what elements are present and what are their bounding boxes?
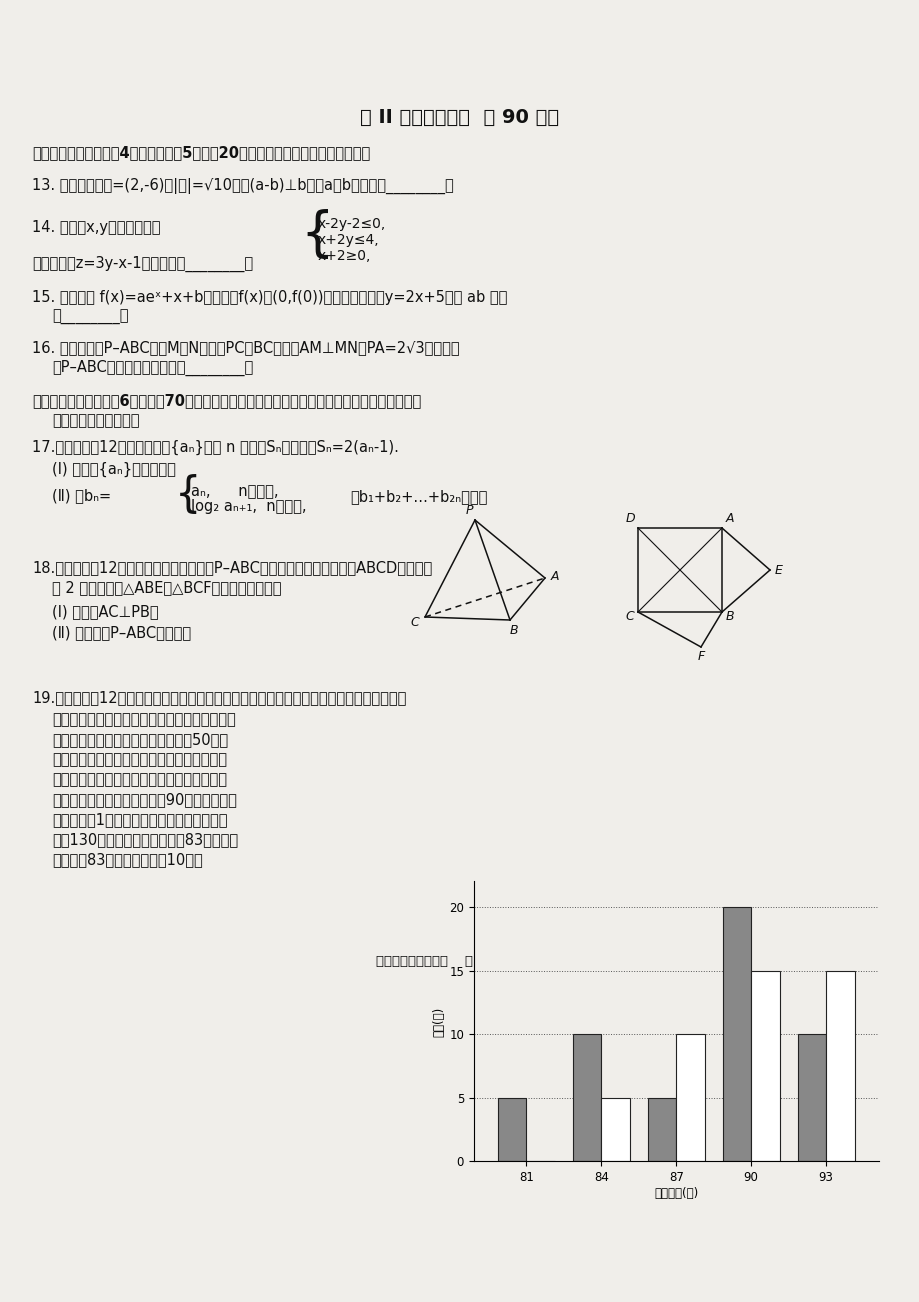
Text: 三、解答题：本大题共6小题，內70分．解答应写出文字说明、证明过程或演算步骤．解答写在答: 三、解答题：本大题共6小题，內70分．解答应写出文字说明、证明过程或演算步骤．解… [32, 393, 421, 408]
Text: A: A [725, 513, 733, 526]
X-axis label: 销售数量(件): 销售数量(件) [653, 1187, 698, 1200]
Text: (Ⅱ) 求三棱锥P–ABC的体积．: (Ⅱ) 求三棱锥P–ABC的体积． [52, 625, 191, 641]
Text: P: P [465, 504, 472, 517]
Text: 16. 在正三棱锥P–ABC中，M、N分别是PC、BC中点，AM⊥MN，PA=2√3，则三棱: 16. 在正三棱锥P–ABC中，M、N分别是PC、BC中点，AM⊥MN，PA=2… [32, 340, 460, 355]
Text: 15. 已知函数 f(x)=aeˣ+x+b，若函数f(x)在(0,f(0))处的切线方程为y=2x+5，则 ab 的值: 15. 已知函数 f(x)=aeˣ+x+b，若函数f(x)在(0,f(0))处的… [32, 290, 506, 305]
Text: (Ⅰ) 求证：AC⊥PB；: (Ⅰ) 求证：AC⊥PB； [52, 604, 158, 618]
Text: D: D [625, 513, 634, 526]
Text: 公司的商品，从销售数据中随机各抩50天，: 公司的商品，从销售数据中随机各抩50天， [52, 732, 228, 747]
Text: 18.（本小题满12分）如下图，已知三棱锥P–ABC的平面展开图中，四边形ABCD为边长等: 18.（本小题满12分）如下图，已知三棱锥P–ABC的平面展开图中，四边形ABC… [32, 560, 432, 575]
Text: {: { [175, 474, 201, 516]
Text: 成，超过83件的部分每件提10元．: 成，超过83件的部分每件提10元． [52, 852, 202, 867]
Bar [750, 970, 778, 1161]
Text: 14. 设变量x,y满足约束条件: 14. 设变量x,y满足约束条件 [32, 220, 160, 234]
Text: E: E [774, 564, 782, 577]
Bar [647, 1098, 675, 1161]
Text: 形图．甲乙两家公司给超市的日利润方案为：: 形图．甲乙两家公司给超市的日利润方案为： [52, 772, 227, 786]
Text: {: { [300, 210, 334, 260]
Text: A: A [550, 569, 559, 582]
Text: 于 2 的正方形，△ABE和△BCF均为等边三角形．: 于 2 的正方形，△ABE和△BCF均为等边三角形． [52, 579, 281, 595]
Text: 甲公司给超市每天基本费用为90元，另外每销: 甲公司给超市每天基本费用为90元，另外每销 [52, 792, 236, 807]
Y-axis label: 频数(天): 频数(天) [432, 1006, 445, 1036]
Text: F: F [697, 651, 704, 664]
Text: (Ⅱ) 若bₙ=: (Ⅱ) 若bₙ= [52, 488, 111, 503]
Text: C: C [625, 611, 634, 624]
Text: 生活用品．经过一段时间分别单独试销甲乙两家: 生活用品．经过一段时间分别单独试销甲乙两家 [52, 712, 235, 727]
Text: 题卡上的指定区域内．: 题卡上的指定区域内． [52, 413, 140, 428]
Text: 为________．: 为________． [52, 310, 129, 326]
Text: 13. 已知向量Ｄａ=(2,-6)，|ｂ|=√10，且(a-b)⊥b，则a与b的夹角为________．: 13. 已知向量Ｄａ=(2,-6)，|ｂ|=√10，且(a-b)⊥b，则a与b的… [32, 178, 453, 194]
Text: 锥P–ABC的外接球的表面积为________．: 锥P–ABC的外接球的表面积为________． [52, 359, 253, 376]
Text: aₙ,      n为奇数,: aₙ, n为奇数, [191, 484, 278, 499]
Text: 17.（本小题满12分）已知数列{aₙ}的前 n 项和为Sₙ，且满足Sₙ=2(aₙ-1).: 17.（本小题满12分）已知数列{aₙ}的前 n 项和为Sₙ，且满足Sₙ=2(a… [32, 440, 399, 456]
Text: C: C [410, 616, 419, 629]
Text: 19.（本小题满12分）某生活超市有一专柜预代理销售甲乙两家公司的一种可相互替代的日常: 19.（本小题满12分）某生活超市有一专柜预代理销售甲乙两家公司的一种可相互替代… [32, 690, 406, 704]
Text: 则目标函数z=3y-x-1的最小值是________．: 则目标函数z=3y-x-1的最小值是________． [32, 256, 253, 272]
Text: 用为130元，每日销售数量不超83件没有提: 用为130元，每日销售数量不超83件没有提 [52, 832, 238, 848]
Text: 《高三文科数学试卷    第 3 页·共 4 页》: 《高三文科数学试卷 第 3 页·共 4 页》 [376, 954, 543, 967]
Bar [497, 1098, 526, 1161]
Text: x+2≥0,: x+2≥0, [318, 249, 371, 263]
Text: B: B [509, 624, 517, 637]
Text: x+2y≤4,: x+2y≤4, [318, 233, 380, 247]
Bar [797, 1034, 825, 1161]
Text: B: B [725, 611, 733, 624]
Bar [722, 907, 750, 1161]
Text: 求b₁+b₂+…+b₂ₙ的值．: 求b₁+b₂+…+b₂ₙ的值． [349, 490, 487, 504]
Text: 二、填空题：本大题共4小题，每小题5分，冈20分．把答案填在答题卡的相应位置: 二、填空题：本大题共4小题，每小题5分，冈20分．把答案填在答题卡的相应位置 [32, 145, 369, 160]
Text: x-2y-2≤0,: x-2y-2≤0, [318, 217, 386, 230]
Bar [573, 1034, 601, 1161]
Bar [825, 970, 854, 1161]
Bar [601, 1098, 629, 1161]
Bar [675, 1034, 704, 1161]
Text: log₂ aₙ₊₁,  n为偶数,: log₂ aₙ₊₁, n为偶数, [191, 499, 306, 514]
Text: 统计每日的销售数量，得到如下的频数分布条: 统计每日的销售数量，得到如下的频数分布条 [52, 753, 227, 767]
Text: 第 II 卷（非选择题  共 90 分）: 第 II 卷（非选择题 共 90 分） [360, 108, 559, 128]
Text: 售一件提務1元；乙公司给超市每天的基本费: 售一件提務1元；乙公司给超市每天的基本费 [52, 812, 227, 827]
Text: (Ⅰ) 求数列{aₙ}通项公式；: (Ⅰ) 求数列{aₙ}通项公式； [52, 462, 176, 478]
